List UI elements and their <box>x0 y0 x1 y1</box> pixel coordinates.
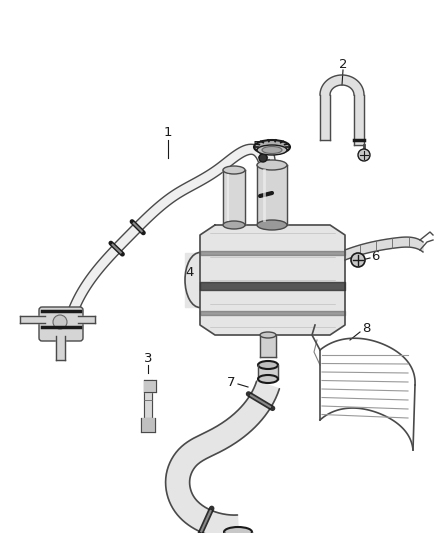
FancyBboxPatch shape <box>39 307 83 341</box>
Ellipse shape <box>223 221 245 229</box>
Polygon shape <box>200 225 345 335</box>
Text: 8: 8 <box>362 322 370 335</box>
Text: 4: 4 <box>186 266 194 279</box>
Ellipse shape <box>223 166 245 174</box>
Text: 3: 3 <box>144 351 152 365</box>
Ellipse shape <box>257 220 287 230</box>
Text: 2: 2 <box>339 58 347 70</box>
Ellipse shape <box>254 140 290 154</box>
Text: 7: 7 <box>227 376 235 389</box>
Ellipse shape <box>257 160 287 170</box>
Ellipse shape <box>258 361 278 369</box>
Circle shape <box>53 315 67 329</box>
Polygon shape <box>345 237 423 260</box>
Text: 6: 6 <box>371 251 379 263</box>
Text: 5: 5 <box>253 140 261 152</box>
Ellipse shape <box>257 145 287 155</box>
Text: 1: 1 <box>164 126 172 140</box>
Polygon shape <box>320 75 364 95</box>
Polygon shape <box>166 381 279 533</box>
Ellipse shape <box>260 332 276 338</box>
Ellipse shape <box>258 375 278 383</box>
Circle shape <box>358 149 370 161</box>
Polygon shape <box>259 150 275 201</box>
Circle shape <box>351 253 365 267</box>
Circle shape <box>259 154 267 162</box>
Ellipse shape <box>224 527 252 533</box>
Ellipse shape <box>262 147 282 154</box>
Polygon shape <box>65 144 268 321</box>
